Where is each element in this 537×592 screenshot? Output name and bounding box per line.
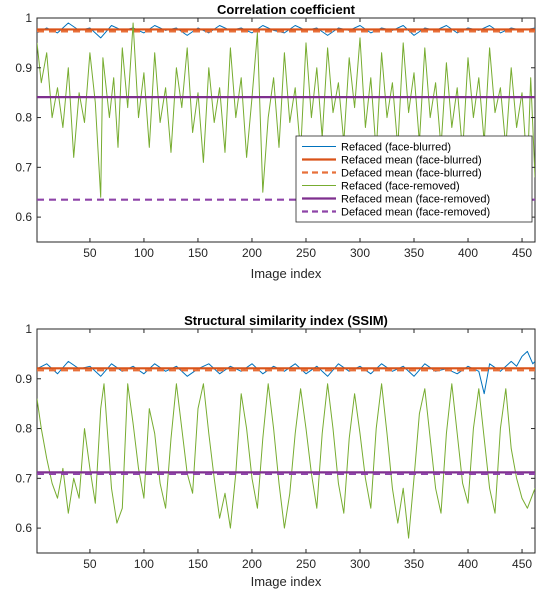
x-axis-label: Image index <box>251 266 322 281</box>
x-axis: 50 100 150 200 250 300 350 400 450 <box>83 329 532 571</box>
legend: Refaced (face-blurred)Refaced mean (face… <box>295 135 533 223</box>
chart-title: Correlation coefficient <box>217 2 356 17</box>
chart-title: Structural similarity index (SSIM) <box>184 313 388 328</box>
y-axis: 0.6 0.7 0.8 0.9 1 <box>15 322 535 535</box>
y-tick-label: 0.7 <box>15 471 32 485</box>
x-tick-label: 50 <box>83 557 97 571</box>
x-tick-label: 400 <box>458 246 478 260</box>
x-tick-label: 200 <box>242 246 262 260</box>
y-tick-label: 1 <box>25 11 32 25</box>
y-axis: 0.6 0.7 0.8 0.9 1 <box>15 11 535 224</box>
series-line-refaced-face-removed <box>37 383 535 539</box>
y-tick-label: 0.9 <box>15 61 32 75</box>
x-tick-label: 400 <box>458 557 478 571</box>
y-tick-label: 1 <box>25 322 32 336</box>
x-tick-label: 450 <box>512 246 532 260</box>
legend-entry: Refaced mean (face-removed) <box>341 194 490 206</box>
y-tick-label: 0.7 <box>15 160 32 174</box>
x-tick-label: 150 <box>188 246 208 260</box>
legend-entry: Refaced (face-removed) <box>341 181 460 193</box>
x-tick-label: 450 <box>512 557 532 571</box>
legend-entry: Refaced (face-blurred) <box>341 142 451 154</box>
chart-panel-ssim: Structural similarity index (SSIM) 50 100… <box>15 313 536 589</box>
x-tick-label: 50 <box>83 246 97 260</box>
x-tick-label: 100 <box>134 557 154 571</box>
x-tick-label: 300 <box>350 557 370 571</box>
x-tick-label: 350 <box>404 557 424 571</box>
chart-panel-correlation: Correlation coefficient 50 100 150 200 250 30… <box>15 2 536 281</box>
y-tick-label: 0.6 <box>15 210 32 224</box>
legend-entry: Defaced mean (face-blurred) <box>341 168 482 180</box>
x-tick-label: 350 <box>404 246 424 260</box>
x-tick-label: 100 <box>134 246 154 260</box>
legend-box <box>295 135 533 223</box>
x-tick-label: 250 <box>296 246 316 260</box>
x-tick-label: 150 <box>188 557 208 571</box>
y-tick-label: 0.8 <box>15 422 32 436</box>
y-tick-label: 0.6 <box>15 521 32 535</box>
legend-entry: Defaced mean (face-removed) <box>341 207 490 219</box>
x-tick-label: 200 <box>242 557 262 571</box>
legend-entry: Refaced mean (face-blurred) <box>341 155 482 167</box>
x-tick-label: 250 <box>296 557 316 571</box>
x-tick-label: 300 <box>350 246 370 260</box>
y-tick-label: 0.9 <box>15 372 32 386</box>
y-tick-label: 0.8 <box>15 111 32 125</box>
x-axis-label: Image index <box>251 574 322 589</box>
series-line-refaced-face-removed <box>37 22 535 198</box>
x-axis: 50 100 150 200 250 300 350 400 450 <box>83 18 532 260</box>
